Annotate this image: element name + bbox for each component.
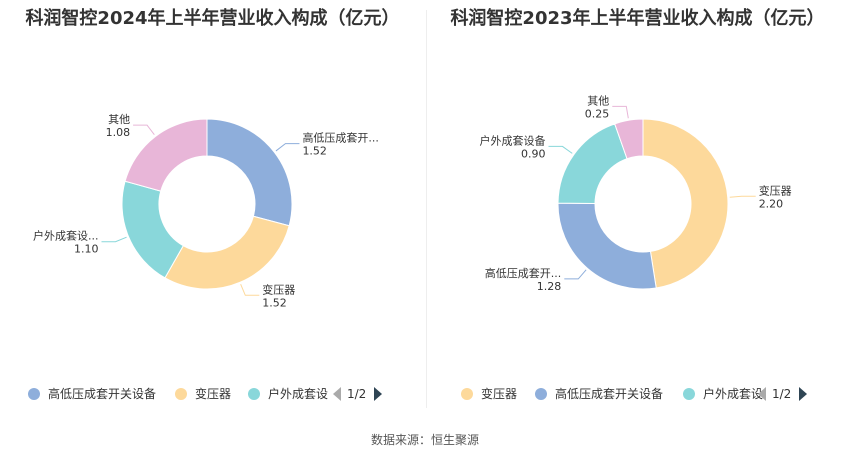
pie-slice-高低压成套开[interactable] bbox=[557, 202, 657, 290]
pie-slice-变压器[interactable] bbox=[642, 118, 729, 289]
slice-value-label: 1.52 bbox=[302, 145, 327, 158]
slice-label: 变压器 bbox=[759, 183, 792, 197]
legend-page-indicator: 1/2 bbox=[772, 387, 792, 401]
legend-label: 高低压成套开关设备 bbox=[555, 387, 664, 401]
chart-panel-2024: 科润智控2024年上半年营业收入构成（亿元） 高低压成套开... 1.52 变压器 1… bbox=[0, 0, 425, 420]
panel-divider bbox=[426, 10, 427, 408]
legend-item[interactable]: 户外成套设 bbox=[683, 384, 763, 404]
slice-label: 高低压成套开... bbox=[485, 266, 562, 280]
legend-marker-icon bbox=[535, 387, 547, 400]
pie-slice-变压器[interactable] bbox=[164, 215, 290, 290]
slice-label: 其他 bbox=[587, 94, 609, 107]
legend-item[interactable]: 变压器 bbox=[175, 384, 231, 404]
legend-next-arrow-icon[interactable] bbox=[799, 386, 808, 401]
leader-line bbox=[275, 143, 300, 152]
leader-line bbox=[564, 269, 587, 280]
pie-slice-高低压成套开[interactable] bbox=[206, 118, 293, 227]
slice-value-label: 1.10 bbox=[74, 243, 99, 256]
legend-item[interactable]: 变压器 bbox=[461, 384, 517, 404]
slice-value-label: 1.08 bbox=[106, 126, 131, 139]
chart-title: 科润智控2023年上半年营业收入构成（亿元） bbox=[450, 8, 825, 29]
slice-label: 户外成套设... bbox=[33, 229, 99, 243]
pie-slice-户外成套设备[interactable] bbox=[557, 123, 628, 205]
legend-item[interactable]: 户外成套设 bbox=[248, 384, 328, 404]
legend-pager: 1/2 bbox=[333, 384, 383, 404]
legend-label: 变压器 bbox=[195, 387, 232, 401]
legend-prev-arrow-icon[interactable] bbox=[758, 386, 766, 401]
slice-label: 高低压成套开... bbox=[302, 131, 379, 145]
legend-marker-icon bbox=[683, 387, 695, 400]
legend-marker-icon bbox=[28, 387, 40, 400]
leader-line bbox=[729, 195, 756, 198]
slice-label: 变压器 bbox=[262, 282, 295, 296]
leader-line bbox=[612, 105, 629, 119]
chart-title: 科润智控2024年上半年营业收入构成（亿元） bbox=[25, 8, 400, 29]
leader-line bbox=[101, 236, 127, 243]
legend-pager: 1/2 bbox=[758, 384, 808, 404]
legend-page-indicator: 1/2 bbox=[347, 387, 367, 401]
legend-label: 变压器 bbox=[481, 387, 518, 401]
legend-label: 高低压成套开关设备 bbox=[48, 387, 157, 401]
slice-value-label: 0.25 bbox=[585, 107, 610, 120]
slice-value-label: 0.90 bbox=[521, 147, 546, 160]
leader-line bbox=[548, 145, 573, 154]
chart-legend: 高低压成套开关设备 变压器 户外成套设 1/2 bbox=[0, 384, 425, 404]
chart-legend: 变压器 高低压成套开关设备 户外成套设 1/2 bbox=[425, 384, 850, 404]
slice-label: 其他 bbox=[108, 113, 130, 126]
chart-panel-2023: 科润智控2023年上半年营业收入构成（亿元） 变压器 2.20 高低压成套开... 1… bbox=[425, 0, 850, 420]
pie-slice-其他[interactable] bbox=[614, 118, 644, 160]
legend-prev-arrow-icon[interactable] bbox=[333, 386, 341, 401]
legend-item[interactable]: 高低压成套开关设备 bbox=[28, 384, 156, 404]
pie-slice-其他[interactable] bbox=[124, 118, 208, 192]
legend-marker-icon bbox=[175, 387, 187, 400]
slice-value-label: 1.28 bbox=[537, 280, 562, 293]
legend-marker-icon bbox=[248, 387, 260, 400]
slice-value-label: 1.52 bbox=[262, 296, 287, 309]
legend-marker-icon bbox=[461, 387, 473, 400]
data-source: 数据来源：恒生聚源 bbox=[370, 433, 479, 447]
legend-label: 户外成套设 bbox=[703, 387, 764, 401]
leader-line bbox=[240, 284, 260, 296]
slice-value-label: 2.20 bbox=[759, 197, 784, 210]
legend-label: 户外成套设 bbox=[268, 387, 329, 401]
legend-next-arrow-icon[interactable] bbox=[374, 386, 383, 401]
leader-line bbox=[133, 124, 155, 136]
legend-item[interactable]: 高低压成套开关设备 bbox=[535, 384, 663, 404]
slice-label: 户外成套设备 bbox=[479, 133, 545, 147]
